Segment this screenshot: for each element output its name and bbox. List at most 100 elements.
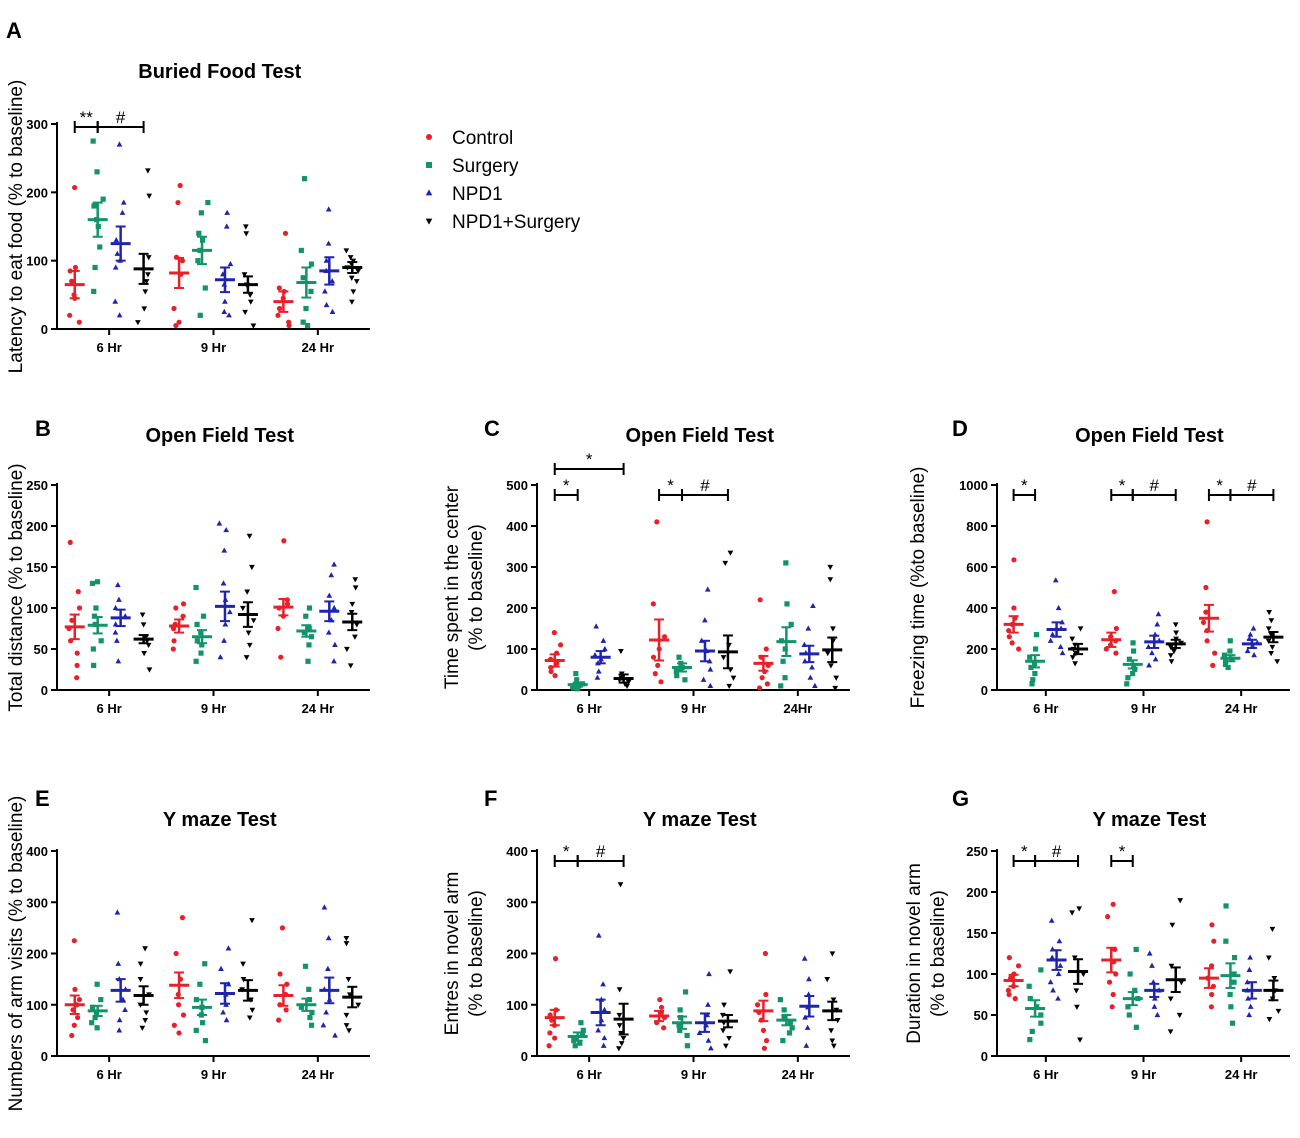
y-tick-label: 300	[26, 117, 48, 132]
data-point	[721, 1002, 727, 1008]
data-point	[600, 637, 607, 643]
data-point	[726, 1035, 732, 1042]
data-point	[618, 1030, 624, 1037]
data-point	[757, 597, 763, 603]
sig-label: #	[116, 108, 126, 127]
data-point	[275, 625, 281, 632]
data-point	[325, 935, 332, 941]
data-point	[661, 1025, 667, 1031]
data-point	[1038, 1020, 1044, 1026]
sig-label: *	[667, 476, 674, 495]
data-point	[726, 683, 733, 690]
data-point	[200, 613, 207, 619]
data-point	[777, 997, 783, 1003]
data-point	[1168, 659, 1175, 665]
data-point	[783, 560, 789, 566]
data-point	[1167, 653, 1174, 659]
data-point	[661, 634, 668, 640]
data-point	[194, 621, 200, 627]
data-point	[116, 1027, 123, 1033]
x-tick-label: 24 Hr	[1225, 1067, 1258, 1082]
data-point	[343, 941, 350, 947]
y-tick-label: 400	[506, 844, 528, 859]
sig-label: #	[596, 842, 606, 861]
data-point	[830, 626, 836, 632]
data-point	[601, 645, 608, 652]
data-point	[1173, 630, 1179, 636]
sig-label: *	[563, 476, 570, 495]
y-tick-label: 250	[966, 844, 988, 859]
y-tick-label: 100	[26, 998, 48, 1013]
data-point	[224, 209, 231, 215]
panel-letter: C	[484, 416, 500, 441]
data-point	[353, 622, 360, 628]
y-axis-label-text: Numbers of arm visits (% to baseline)	[6, 796, 27, 1112]
data-point	[1056, 938, 1063, 944]
data-point	[100, 196, 106, 202]
data-point	[1038, 967, 1044, 973]
data-point	[322, 288, 328, 294]
y-tick-label: 0	[981, 683, 988, 698]
legend-marker	[425, 218, 433, 225]
sig-label: *	[1119, 842, 1126, 861]
data-point	[677, 1027, 683, 1033]
data-point	[700, 676, 707, 682]
data-point	[91, 288, 97, 295]
x-tick-label: 6 Hr	[97, 340, 122, 355]
data-point	[116, 1017, 123, 1023]
data-point	[179, 258, 186, 264]
data-point	[706, 970, 712, 977]
data-point	[196, 230, 202, 236]
y-tick-label: 50	[34, 642, 48, 657]
x-tick-label: 24 Hr	[302, 1067, 335, 1082]
data-point	[332, 1032, 338, 1038]
data-point	[805, 625, 812, 631]
panel-b: B Open Field Test Total distance (% to bas…	[6, 416, 370, 716]
data-point	[76, 319, 82, 325]
legend-marker	[425, 189, 433, 196]
data-point	[548, 668, 554, 675]
data-point	[1069, 655, 1076, 661]
data-point	[1275, 1008, 1282, 1015]
data-point	[1265, 955, 1272, 961]
data-point	[347, 255, 354, 261]
data-point	[730, 675, 737, 681]
data-point	[1168, 963, 1175, 969]
y-tick-label: 0	[41, 322, 48, 337]
chart-title: Open Field Test	[625, 425, 774, 447]
chart-title: Y maze Test	[1092, 809, 1206, 831]
sig-label: #	[1052, 842, 1062, 861]
data-point	[197, 312, 203, 318]
data-point	[1229, 1020, 1236, 1026]
data-point	[1269, 644, 1276, 651]
panel-letter: D	[952, 416, 968, 441]
data-point	[180, 1012, 187, 1018]
data-point	[276, 285, 282, 291]
data-point	[145, 168, 151, 174]
data-point	[1047, 637, 1054, 643]
data-point	[1011, 605, 1017, 611]
data-point	[1223, 938, 1229, 944]
data-point	[1057, 643, 1064, 650]
data-point	[141, 651, 147, 657]
data-point	[1069, 636, 1076, 642]
data-point	[343, 248, 350, 254]
data-point	[300, 275, 306, 281]
data-point	[76, 605, 83, 611]
legend-marker	[426, 162, 432, 168]
data-point	[577, 1040, 583, 1046]
y-axis-label-line1: Entres in novel arm	[442, 872, 463, 1036]
data-point	[1027, 654, 1033, 660]
data-point	[1231, 955, 1238, 961]
x-tick-label: 6 Hr	[97, 1067, 122, 1082]
data-point	[616, 1012, 623, 1019]
data-point	[658, 679, 664, 685]
data-point	[1274, 659, 1281, 665]
data-point	[72, 184, 78, 191]
data-point	[595, 932, 602, 938]
data-point	[1113, 625, 1119, 632]
y-tick-label: 100	[26, 601, 48, 616]
data-point	[558, 642, 564, 648]
data-point	[250, 323, 257, 329]
y-tick-label: 500	[506, 478, 528, 493]
